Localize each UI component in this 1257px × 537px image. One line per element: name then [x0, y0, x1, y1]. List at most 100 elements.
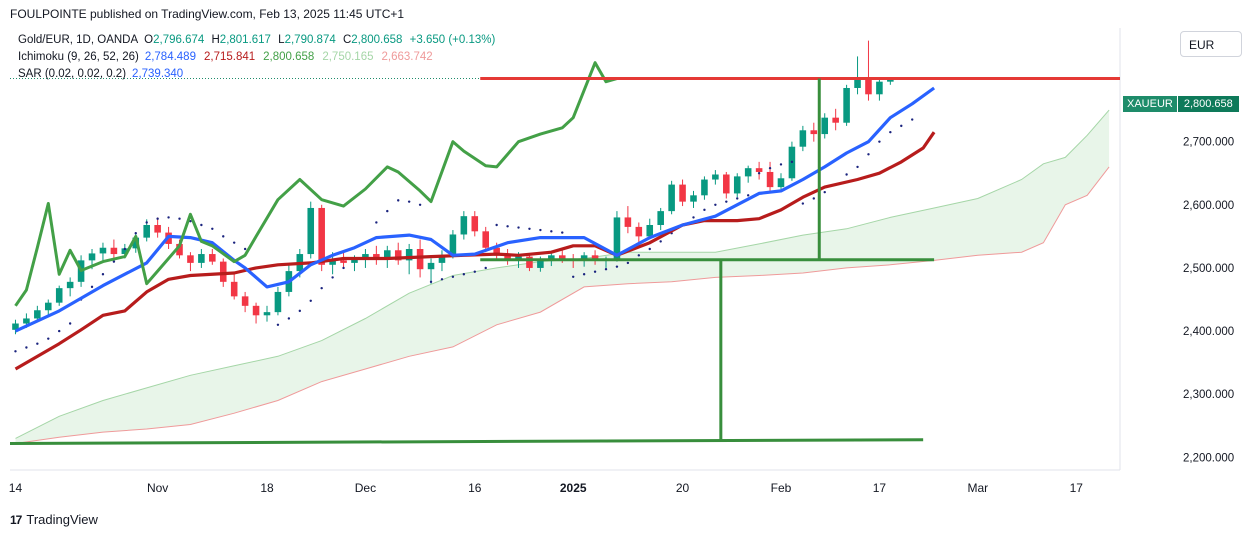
sar-dot — [528, 227, 531, 230]
x-tick-label: 18 — [260, 481, 274, 495]
candle-body — [449, 234, 457, 256]
tradingview-brand: TradingView — [26, 512, 98, 527]
ichimoku-tenkan-line — [14, 86, 936, 333]
x-tick-label: 2025 — [560, 481, 587, 495]
candle-body — [176, 243, 183, 256]
candle-body — [209, 254, 216, 262]
x-tick-label: Feb — [771, 481, 792, 495]
sar-dot — [145, 221, 148, 224]
low-value: 2,790.874 — [284, 34, 336, 46]
open-value: 2,796.674 — [153, 34, 205, 46]
sar-dot — [276, 323, 280, 326]
ichimoku-cloud — [15, 110, 1110, 444]
x-tick-label: 17 — [1070, 481, 1084, 495]
candle-body — [274, 291, 282, 313]
sar-dot — [900, 124, 903, 128]
candle-body — [44, 302, 52, 311]
candle-body — [66, 281, 74, 289]
symbol-legend[interactable]: Gold/EUR, 1D, OANDA O2,796.674 H2,801.617… — [18, 34, 499, 46]
candle-body — [701, 179, 708, 196]
sar-dot — [637, 254, 641, 257]
sar-dot — [429, 280, 433, 284]
sar-dot — [178, 217, 181, 220]
ichimoku-legend[interactable]: Ichimoku (9, 26, 52, 26) 2,784.489 2,715.8… — [18, 51, 437, 63]
candle-body — [110, 247, 118, 255]
candle-body — [624, 217, 632, 227]
tradingview-footer[interactable]: 17 TradingView — [10, 512, 98, 527]
candle-body — [154, 225, 161, 233]
currency-button[interactable]: EUR — [1180, 31, 1242, 57]
sar-dot — [779, 163, 783, 166]
sar-dot — [746, 194, 750, 197]
candle-body — [668, 184, 675, 212]
sar-dot — [243, 247, 247, 251]
candle-body — [712, 174, 719, 180]
candle-body — [384, 250, 391, 259]
ichimoku-kijun-line — [14, 131, 936, 371]
ichimoku-span-b-value: 2,663.742 — [381, 51, 433, 63]
candle-body — [307, 207, 315, 255]
open-label: O — [144, 34, 154, 46]
sar-dot — [407, 200, 411, 203]
candle-body — [690, 195, 697, 202]
candle-body — [405, 249, 413, 261]
candle-body — [865, 79, 872, 95]
candle-body — [438, 255, 446, 263]
candle-body — [121, 248, 129, 255]
x-tick-label: Mar — [967, 481, 988, 495]
sar-dot — [867, 153, 870, 156]
sar-dot — [506, 225, 509, 228]
candle-body — [755, 168, 763, 172]
x-tick-label: Nov — [147, 481, 168, 495]
candle-body — [799, 130, 807, 147]
candle-body — [340, 260, 347, 263]
candle-body — [252, 305, 260, 316]
x-tick-label: 16 — [468, 481, 482, 495]
candle-body — [843, 87, 850, 123]
sar-dot — [736, 197, 739, 200]
symbol-name: Gold/EUR, 1D, OANDA — [18, 34, 139, 46]
sar-dot — [615, 265, 619, 268]
candle-body — [482, 231, 489, 248]
candle-body — [810, 130, 818, 135]
sar-value: 2,739.340 — [132, 68, 184, 80]
x-tick-label: 17 — [873, 481, 887, 495]
sar-dot — [517, 226, 520, 229]
sar-dot — [342, 266, 345, 270]
sar-dot — [200, 223, 203, 227]
candle-body — [241, 296, 249, 306]
y-tick-label: 2,300.000 — [1183, 389, 1234, 401]
candle-body — [12, 323, 19, 330]
candle-body — [198, 254, 205, 263]
sar-dot — [626, 261, 630, 265]
candle-body — [55, 288, 63, 303]
sar-dot — [878, 140, 881, 143]
sar-legend[interactable]: SAR (0.02, 0.02, 0.2) 2,739.340 — [18, 68, 187, 80]
sar-dot — [462, 273, 466, 276]
sar-dot — [856, 165, 859, 169]
sar-dot — [451, 275, 455, 278]
candle-body — [657, 211, 664, 226]
close-value: 2,800.658 — [351, 34, 403, 46]
ichimoku-tenkan-value: 2,784.489 — [144, 51, 196, 63]
candle-body — [591, 255, 599, 261]
sar-dot — [36, 342, 39, 345]
sar-dot — [582, 273, 586, 276]
publisher-line: FOULPOINTE published on TradingView.com,… — [10, 7, 405, 21]
sar-dot — [604, 268, 608, 271]
ichimoku-name: Ichimoku (9, 26, 52, 26) — [18, 51, 139, 63]
sar-dot — [232, 241, 236, 244]
price-tag-symbol: XAUEUR — [1123, 96, 1177, 112]
y-tick-label: 2,600.000 — [1183, 200, 1234, 212]
candle-body — [493, 247, 500, 255]
candle-body — [34, 310, 41, 319]
sar-dot — [25, 346, 28, 349]
candle-body — [132, 237, 140, 249]
candle-body — [394, 250, 402, 261]
sar-dot — [58, 329, 61, 333]
candle-body — [613, 217, 621, 259]
sar-dot — [845, 173, 848, 176]
sar-dot — [189, 220, 192, 223]
candle-body — [887, 78, 894, 82]
